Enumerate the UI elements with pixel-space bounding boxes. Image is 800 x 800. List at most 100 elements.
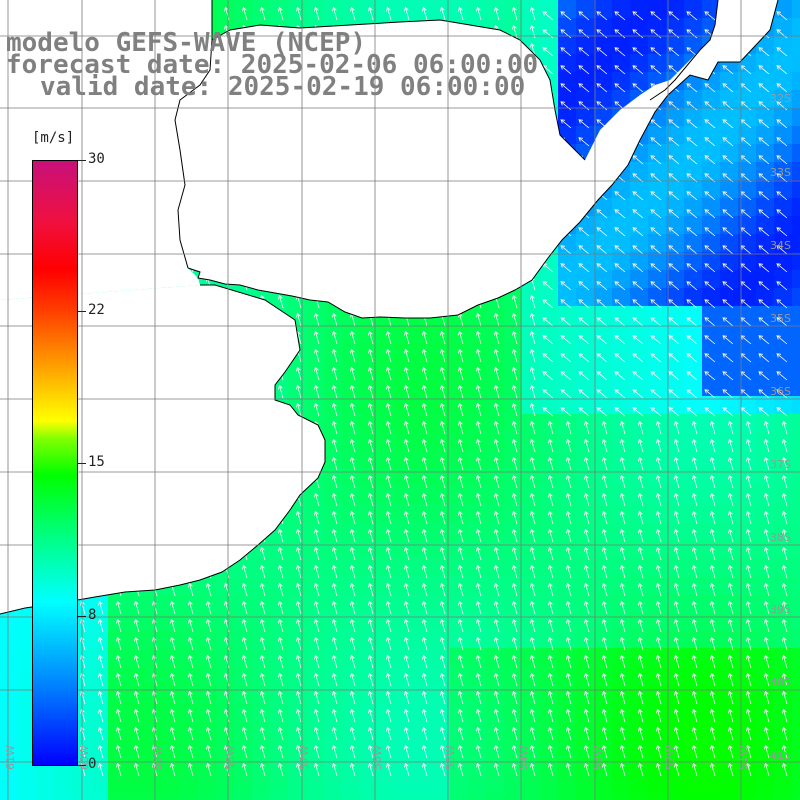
field-cell <box>792 90 800 109</box>
field-cell <box>792 162 800 181</box>
field-cell <box>720 468 739 487</box>
field-cell <box>342 666 361 685</box>
field-cell <box>702 774 721 793</box>
field-cell <box>630 666 649 685</box>
colorbar-tick-15: 15 <box>88 454 105 470</box>
field-cell <box>306 720 325 739</box>
field-cell <box>720 198 739 217</box>
wind-arrow <box>295 762 302 777</box>
field-cell <box>594 666 613 685</box>
field-cell <box>738 468 757 487</box>
field-cell <box>0 648 19 667</box>
wind-arrow <box>205 762 212 777</box>
land-north <box>0 0 800 318</box>
field-cell <box>684 504 703 523</box>
field-cell <box>468 648 487 667</box>
wind-arrow <box>686 101 698 111</box>
field-cell <box>162 648 181 667</box>
lat-label: 33S <box>770 166 791 179</box>
field-cell <box>270 558 289 577</box>
field-cell <box>702 630 721 649</box>
wind-arrow <box>776 317 788 327</box>
field-cell <box>468 774 487 793</box>
wind-arrow <box>187 600 194 615</box>
wind-arrow <box>277 708 284 723</box>
wind-arrow <box>691 456 698 471</box>
wind-arrow <box>583 744 590 759</box>
wind-arrow <box>511 672 518 687</box>
wind-arrow <box>668 119 680 129</box>
field-cell <box>612 288 631 307</box>
wind-arrow <box>583 582 590 597</box>
wind-arrow <box>542 389 554 399</box>
wind-arrow <box>560 11 572 21</box>
wind-arrow <box>691 528 698 543</box>
colorbar-mark <box>78 765 86 766</box>
wind-arrow <box>632 245 644 255</box>
field-cell <box>216 0 235 19</box>
field-cell <box>720 396 739 415</box>
wind-arrow <box>565 546 572 561</box>
wind-arrow <box>547 690 554 705</box>
field-cell <box>720 756 739 775</box>
field-cell <box>90 720 109 739</box>
field-cell <box>792 126 800 145</box>
field-cell <box>756 144 775 163</box>
wind-arrow <box>722 65 734 75</box>
field-cell <box>432 432 451 451</box>
wind-arrow <box>709 528 716 543</box>
wind-arrow <box>115 654 122 669</box>
colorbar-tick-22: 22 <box>88 302 105 318</box>
field-cell <box>108 666 127 685</box>
field-cell <box>612 504 631 523</box>
wind-arrow <box>781 690 788 705</box>
field-cell <box>396 630 415 649</box>
wind-arrow <box>259 762 266 777</box>
field-cell <box>774 162 793 181</box>
field-cell <box>342 558 361 577</box>
wind-arrow <box>547 672 554 687</box>
field-cell <box>468 522 487 541</box>
wind-arrow <box>637 672 644 687</box>
wind-arrow <box>529 312 536 327</box>
field-cell <box>522 702 541 721</box>
field-cell <box>522 756 541 775</box>
field-cell <box>648 414 667 433</box>
wind-arrow <box>758 389 770 399</box>
wind-arrow <box>709 438 716 453</box>
field-cell <box>594 612 613 631</box>
wind-arrow <box>758 83 770 93</box>
field-cell <box>306 756 325 775</box>
wind-arrow <box>686 83 698 93</box>
field-cell <box>738 306 757 325</box>
field-cell <box>252 720 271 739</box>
wind-arrow <box>421 744 428 759</box>
wind-arrow <box>632 83 644 93</box>
wind-arrow <box>655 654 662 669</box>
field-cell <box>648 18 667 37</box>
wind-arrow <box>763 474 770 489</box>
wind-arrow <box>727 564 734 579</box>
wind-arrow <box>565 564 572 579</box>
wind-arrow <box>776 101 788 111</box>
wind-arrow <box>668 65 680 75</box>
wind-arrow <box>475 618 482 633</box>
field-cell <box>90 594 109 613</box>
colorbar-unit: [m/s] <box>32 130 75 146</box>
field-cell <box>342 738 361 757</box>
wind-arrow <box>403 510 410 525</box>
wind-arrow <box>650 65 662 75</box>
field-cell <box>558 306 577 325</box>
field-cell <box>0 738 19 757</box>
wind-arrow <box>565 510 572 525</box>
field-cell <box>108 630 127 649</box>
wind-arrow <box>331 564 338 579</box>
wind-arrow <box>691 636 698 651</box>
field-cell <box>90 774 109 793</box>
field-cell <box>450 0 469 19</box>
field-cell <box>486 432 505 451</box>
wind-arrow <box>758 101 770 111</box>
field-cell <box>504 702 523 721</box>
wind-arrow <box>632 227 644 237</box>
wind-arrow <box>547 492 554 507</box>
